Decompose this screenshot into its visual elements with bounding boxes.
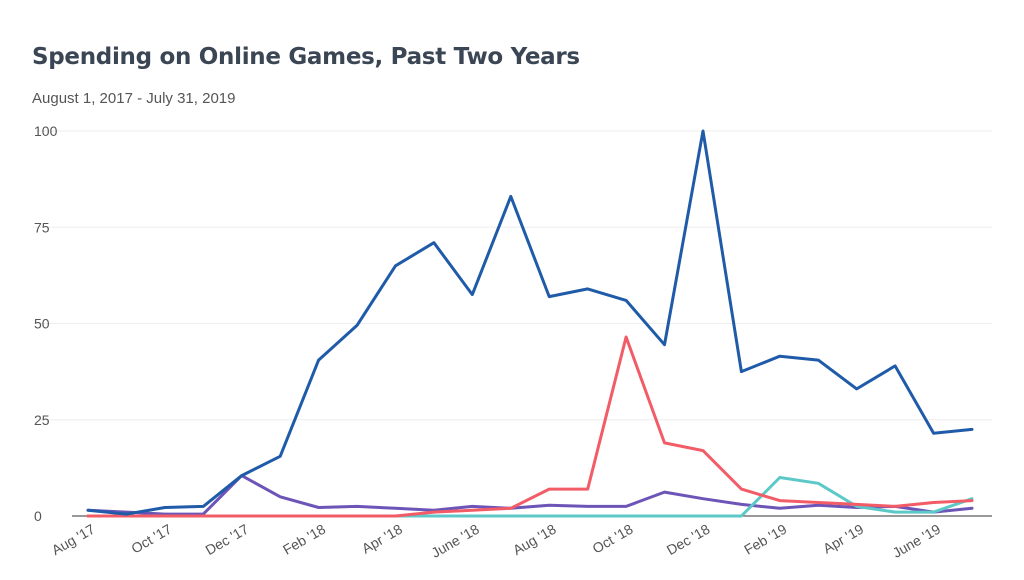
series-1-line bbox=[86, 129, 974, 516]
x-tick-label: Feb '19 bbox=[741, 521, 789, 558]
y-tick-label: 50 bbox=[34, 316, 50, 332]
x-tick-label: June '18 bbox=[428, 521, 482, 561]
x-tick-label: Aug '18 bbox=[510, 521, 559, 558]
chart-subtitle: August 1, 2017 - July 31, 2019 bbox=[32, 90, 236, 107]
x-tick-label: Aug '17 bbox=[49, 521, 98, 558]
x-tick-label: June '19 bbox=[890, 521, 944, 561]
x-tick-label: Dec '18 bbox=[664, 521, 713, 558]
series-2-line bbox=[86, 335, 974, 518]
y-tick-label: 75 bbox=[34, 219, 50, 235]
x-tick-label: Apr '18 bbox=[359, 521, 405, 557]
x-tick-label: Feb '18 bbox=[280, 521, 328, 558]
x-tick-label: Apr '19 bbox=[820, 521, 866, 557]
x-tick-label: Oct '17 bbox=[128, 521, 174, 557]
x-tick-label: Dec '17 bbox=[203, 521, 252, 558]
y-tick-label: 0 bbox=[34, 508, 42, 524]
chart-title: Spending on Online Games, Past Two Years bbox=[32, 44, 580, 70]
y-tick-label: 100 bbox=[34, 123, 58, 139]
y-tick-label: 25 bbox=[34, 412, 50, 428]
x-tick-label: Oct '18 bbox=[590, 521, 636, 557]
